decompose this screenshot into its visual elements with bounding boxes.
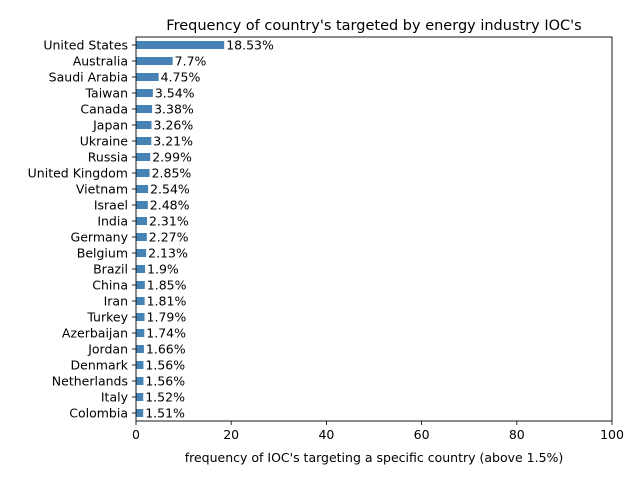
data-label: 2.31% xyxy=(149,214,189,229)
y-tick-label: Ukraine xyxy=(80,134,129,149)
bar-ukraine xyxy=(136,137,152,145)
y-tick-label: India xyxy=(97,214,128,229)
data-label: 1.74% xyxy=(146,326,186,341)
bar-iran xyxy=(136,297,145,305)
data-label: 2.13% xyxy=(148,246,188,261)
y-tick-label: Azerbaijan xyxy=(62,326,128,341)
data-label: 18.53% xyxy=(226,38,274,53)
y-tick-label: Russia xyxy=(88,150,128,165)
y-tick-label: Iran xyxy=(104,294,128,309)
x-tick-label: 100 xyxy=(600,427,624,442)
y-tick-label: Japan xyxy=(92,118,128,133)
bar-taiwan xyxy=(136,89,153,97)
data-label: 3.21% xyxy=(153,134,193,149)
y-tick-label: Turkey xyxy=(86,310,128,325)
bar-belgium xyxy=(136,249,147,257)
bar-australia xyxy=(136,57,173,65)
bar-russia xyxy=(136,153,151,161)
y-tick-label: Australia xyxy=(73,54,128,69)
chart-title: Frequency of country's targeted by energ… xyxy=(166,18,581,34)
bar-turkey xyxy=(136,313,145,321)
data-label: 1.56% xyxy=(145,374,185,389)
x-axis-title: frequency of IOC's targeting a specific … xyxy=(185,450,564,465)
data-label: 1.9% xyxy=(147,262,179,277)
data-label: 1.85% xyxy=(147,278,187,293)
data-label: 2.27% xyxy=(149,230,189,245)
data-label: 1.51% xyxy=(145,406,185,421)
data-label: 2.48% xyxy=(150,198,190,213)
data-label: 1.79% xyxy=(147,310,187,325)
y-tick-label: Jordan xyxy=(87,342,128,357)
bar-israel xyxy=(136,201,148,209)
bar-germany xyxy=(136,233,147,241)
y-tick-label: Colombia xyxy=(69,406,128,421)
x-tick-label: 40 xyxy=(318,427,334,442)
bar-denmark xyxy=(136,361,144,369)
y-tick-label: Vietnam xyxy=(76,182,128,197)
bar-netherlands xyxy=(136,377,144,385)
x-tick-label: 0 xyxy=(132,427,140,442)
bar-china xyxy=(136,281,145,289)
data-labels-group: 18.53% 7.7%4.75%3.54%3.38%3.26%3.21%2.99%… xyxy=(145,38,274,421)
data-label: 1.52% xyxy=(145,390,185,405)
data-label: 1.56% xyxy=(145,358,185,373)
x-axis-ticks: 0 20 40 60 80 100 xyxy=(132,421,624,442)
y-tick-label: Germany xyxy=(71,230,129,245)
x-tick-label: 60 xyxy=(414,427,430,442)
bar-united-kingdom xyxy=(136,169,150,177)
y-tick-label: United States xyxy=(43,38,128,53)
data-label: 3.38% xyxy=(154,102,194,117)
x-tick-label: 80 xyxy=(509,427,525,442)
y-tick-label: United Kingdom xyxy=(28,166,128,181)
data-label: 3.26% xyxy=(154,118,194,133)
bar-azerbaijan xyxy=(136,329,145,337)
data-label: 2.85% xyxy=(152,166,192,181)
y-tick-label: Saudi Arabia xyxy=(49,70,128,85)
data-label: 3.54% xyxy=(155,86,195,101)
x-tick-label: 20 xyxy=(223,427,239,442)
y-tick-label: Brazil xyxy=(93,262,128,277)
y-tick-label: Canada xyxy=(80,102,128,117)
y-tick-label: Israel xyxy=(94,198,128,213)
data-label: 1.66% xyxy=(146,342,186,357)
data-label: 7.7% xyxy=(175,54,207,69)
y-tick-label: Taiwan xyxy=(84,86,128,101)
bar-vietnam xyxy=(136,185,149,193)
bar-india xyxy=(136,217,147,225)
plot-frame xyxy=(135,36,613,422)
bar-saudi-arabia xyxy=(136,73,159,81)
bar-united-states xyxy=(136,41,225,49)
bar-italy xyxy=(136,393,144,401)
data-label: 1.81% xyxy=(147,294,187,309)
y-tick-label: China xyxy=(92,278,128,293)
data-label: 2.54% xyxy=(150,182,190,197)
y-tick-label: Belgium xyxy=(77,246,128,261)
y-tick-label: Netherlands xyxy=(52,374,128,389)
bar-brazil xyxy=(136,265,146,273)
bar-jordan xyxy=(136,345,144,353)
y-tick-label: Denmark xyxy=(71,358,129,373)
y-tick-label: Italy xyxy=(101,390,129,405)
bar-japan xyxy=(136,121,152,129)
data-label: 4.75% xyxy=(161,70,201,85)
bar-colombia xyxy=(136,409,144,417)
data-label: 2.99% xyxy=(152,150,192,165)
bars-group xyxy=(136,41,225,417)
bar-canada xyxy=(136,105,153,113)
